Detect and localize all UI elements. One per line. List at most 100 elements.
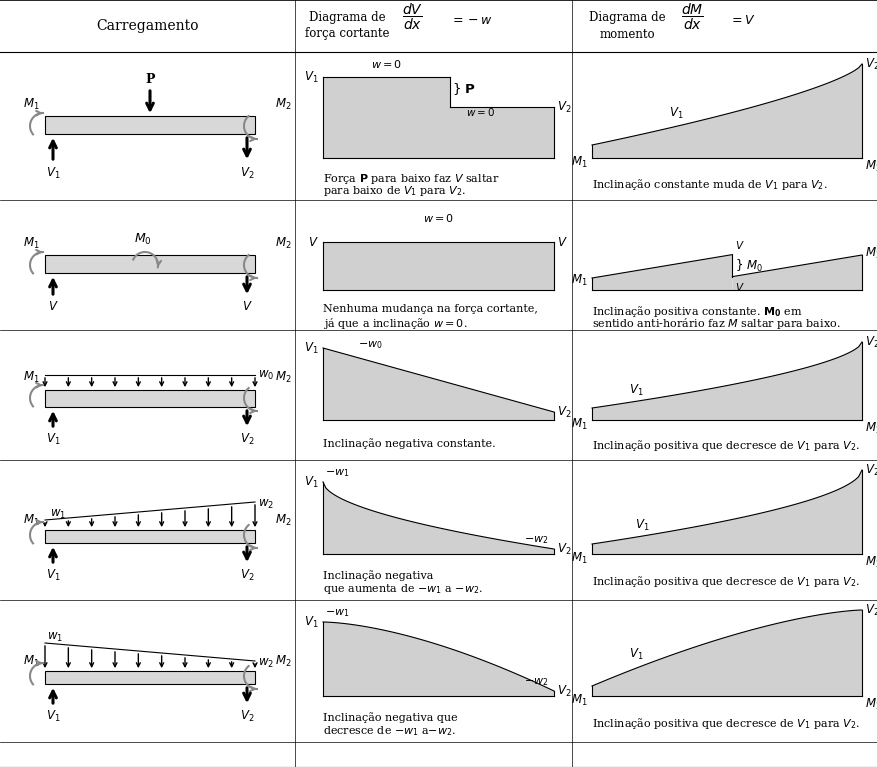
Text: } $M_0$: } $M_0$ bbox=[736, 258, 763, 274]
Polygon shape bbox=[592, 64, 862, 158]
Text: $V_2$: $V_2$ bbox=[865, 57, 877, 71]
Text: $w = 0$: $w = 0$ bbox=[423, 212, 454, 224]
Text: $M_2$: $M_2$ bbox=[275, 370, 291, 384]
Text: $V_1$: $V_1$ bbox=[46, 166, 61, 181]
Text: $V_1$: $V_1$ bbox=[304, 475, 319, 489]
Polygon shape bbox=[732, 255, 862, 290]
Text: Inclinação positiva que decresce de $V_1$ para $V_2$.: Inclinação positiva que decresce de $V_1… bbox=[592, 574, 860, 589]
Text: $V$: $V$ bbox=[557, 235, 567, 249]
Text: Inclinação constante muda de $V_1$ para $V_2$.: Inclinação constante muda de $V_1$ para … bbox=[592, 177, 828, 192]
Bar bbox=[45, 116, 255, 134]
Polygon shape bbox=[592, 470, 862, 554]
Bar bbox=[45, 255, 255, 273]
Text: $-w_1$: $-w_1$ bbox=[325, 607, 350, 619]
Text: $w_2$: $w_2$ bbox=[258, 498, 274, 511]
Text: $V$: $V$ bbox=[736, 239, 745, 251]
Text: $V_1$: $V_1$ bbox=[669, 106, 683, 121]
Bar bbox=[45, 671, 255, 684]
Text: $V_1$: $V_1$ bbox=[630, 383, 644, 398]
Text: $V$: $V$ bbox=[309, 235, 319, 249]
Text: $V_2$: $V_2$ bbox=[239, 166, 254, 181]
Text: $-w_0$: $-w_0$ bbox=[358, 339, 382, 351]
Text: Inclinação negativa constante.: Inclinação negativa constante. bbox=[323, 438, 496, 449]
Text: $M_1$: $M_1$ bbox=[24, 370, 40, 384]
Text: $w = 0$: $w = 0$ bbox=[371, 58, 402, 70]
Text: $-w_1$: $-w_1$ bbox=[325, 467, 350, 479]
Polygon shape bbox=[323, 348, 554, 420]
Text: Diagrama de: Diagrama de bbox=[309, 11, 385, 24]
Text: $M_1$: $M_1$ bbox=[24, 653, 40, 669]
Text: $w_1$: $w_1$ bbox=[47, 631, 63, 644]
Text: P: P bbox=[146, 73, 154, 86]
Text: $V_1$: $V_1$ bbox=[630, 647, 644, 663]
Text: $M_1$: $M_1$ bbox=[24, 512, 40, 528]
Text: força cortante: força cortante bbox=[304, 28, 389, 41]
Text: momento: momento bbox=[599, 28, 655, 41]
Text: $V_1$: $V_1$ bbox=[304, 70, 319, 84]
Text: Inclinação positiva constante. $\mathbf{M_0}$ em: Inclinação positiva constante. $\mathbf{… bbox=[592, 304, 802, 319]
Bar bbox=[45, 390, 255, 407]
Text: $w = 0$: $w = 0$ bbox=[466, 106, 496, 118]
Text: $M_1$: $M_1$ bbox=[24, 235, 40, 251]
Text: $V_1$: $V_1$ bbox=[46, 432, 61, 447]
Text: $-w_2$: $-w_2$ bbox=[524, 676, 549, 688]
Polygon shape bbox=[323, 242, 554, 290]
Text: Carregamento: Carregamento bbox=[96, 19, 199, 33]
Text: $M_2$: $M_2$ bbox=[865, 245, 877, 261]
Text: $w_2$: $w_2$ bbox=[258, 657, 274, 670]
Text: $V_2$: $V_2$ bbox=[557, 404, 572, 420]
Text: $M_1$: $M_1$ bbox=[572, 693, 588, 707]
Text: } $\mathbf{P}$: } $\mathbf{P}$ bbox=[452, 81, 476, 97]
Text: $V_1$: $V_1$ bbox=[304, 614, 319, 630]
Text: que aumenta de $-w_1$ a $-w_2$.: que aumenta de $-w_1$ a $-w_2$. bbox=[323, 582, 483, 596]
Text: $M_2$: $M_2$ bbox=[865, 159, 877, 173]
Text: Força $\mathbf{P}$ para baixo faz $V$ saltar: Força $\mathbf{P}$ para baixo faz $V$ sa… bbox=[323, 172, 500, 186]
Text: Nenhuma mudança na força cortante,: Nenhuma mudança na força cortante, bbox=[323, 304, 538, 314]
Polygon shape bbox=[592, 255, 732, 290]
Text: $V_2$: $V_2$ bbox=[557, 683, 572, 699]
Text: $V_2$: $V_2$ bbox=[557, 100, 572, 114]
Text: $\dfrac{dV}{dx}$: $\dfrac{dV}{dx}$ bbox=[403, 2, 424, 32]
Bar bbox=[45, 530, 255, 543]
Polygon shape bbox=[450, 107, 554, 158]
Text: $V$: $V$ bbox=[242, 300, 253, 313]
Polygon shape bbox=[323, 482, 554, 554]
Polygon shape bbox=[323, 77, 450, 158]
Text: $M_1$: $M_1$ bbox=[24, 97, 40, 111]
Text: $M_2$: $M_2$ bbox=[865, 555, 877, 570]
Text: Inclinação negativa: Inclinação negativa bbox=[323, 570, 433, 581]
Text: $\dfrac{dM}{dx}$: $\dfrac{dM}{dx}$ bbox=[681, 2, 703, 32]
Text: para baixo de $V_1$ para $V_2$.: para baixo de $V_1$ para $V_2$. bbox=[323, 184, 467, 198]
Text: já que a inclinação $w = 0$.: já que a inclinação $w = 0$. bbox=[323, 316, 467, 331]
Text: $M_1$: $M_1$ bbox=[572, 551, 588, 565]
Text: Inclinação positiva que decresce de $V_1$ para $V_2$.: Inclinação positiva que decresce de $V_1… bbox=[592, 438, 860, 453]
Text: $V_1$: $V_1$ bbox=[304, 341, 319, 356]
Text: Inclinação positiva que decresce de $V_1$ para $V_2$.: Inclinação positiva que decresce de $V_1… bbox=[592, 716, 860, 731]
Text: decresce de $-w_1$ a$-w_2$.: decresce de $-w_1$ a$-w_2$. bbox=[323, 724, 456, 738]
Text: $V_1$: $V_1$ bbox=[46, 568, 61, 583]
Text: $V_2$: $V_2$ bbox=[865, 463, 877, 478]
Text: $V_1$: $V_1$ bbox=[635, 518, 649, 532]
Text: $= V$: $= V$ bbox=[729, 14, 756, 27]
Text: $M_2$: $M_2$ bbox=[275, 97, 291, 111]
Text: $w_1$: $w_1$ bbox=[50, 508, 66, 521]
Text: $M_2$: $M_2$ bbox=[865, 420, 877, 436]
Text: $V_2$: $V_2$ bbox=[239, 432, 254, 447]
Text: Inclinação negativa que: Inclinação negativa que bbox=[323, 712, 458, 723]
Text: $M_0$: $M_0$ bbox=[134, 232, 152, 246]
Text: $V_2$: $V_2$ bbox=[557, 542, 572, 557]
Text: $-w_2$: $-w_2$ bbox=[524, 534, 549, 546]
Text: $M_2$: $M_2$ bbox=[865, 696, 877, 712]
Text: $M_2$: $M_2$ bbox=[275, 653, 291, 669]
Text: $M_1$: $M_1$ bbox=[572, 272, 588, 288]
Text: $M_1$: $M_1$ bbox=[572, 416, 588, 432]
Text: $V$: $V$ bbox=[47, 300, 59, 313]
Polygon shape bbox=[592, 610, 862, 696]
Text: Diagrama de: Diagrama de bbox=[588, 11, 666, 24]
Text: $V_2$: $V_2$ bbox=[865, 602, 877, 617]
Text: $V$: $V$ bbox=[736, 281, 745, 292]
Text: sentido anti-horário faz $M$ saltar para baixo.: sentido anti-horário faz $M$ saltar para… bbox=[592, 316, 840, 331]
Text: $= -w$: $= -w$ bbox=[450, 14, 493, 27]
Text: $V_2$: $V_2$ bbox=[865, 334, 877, 350]
Polygon shape bbox=[592, 342, 862, 420]
